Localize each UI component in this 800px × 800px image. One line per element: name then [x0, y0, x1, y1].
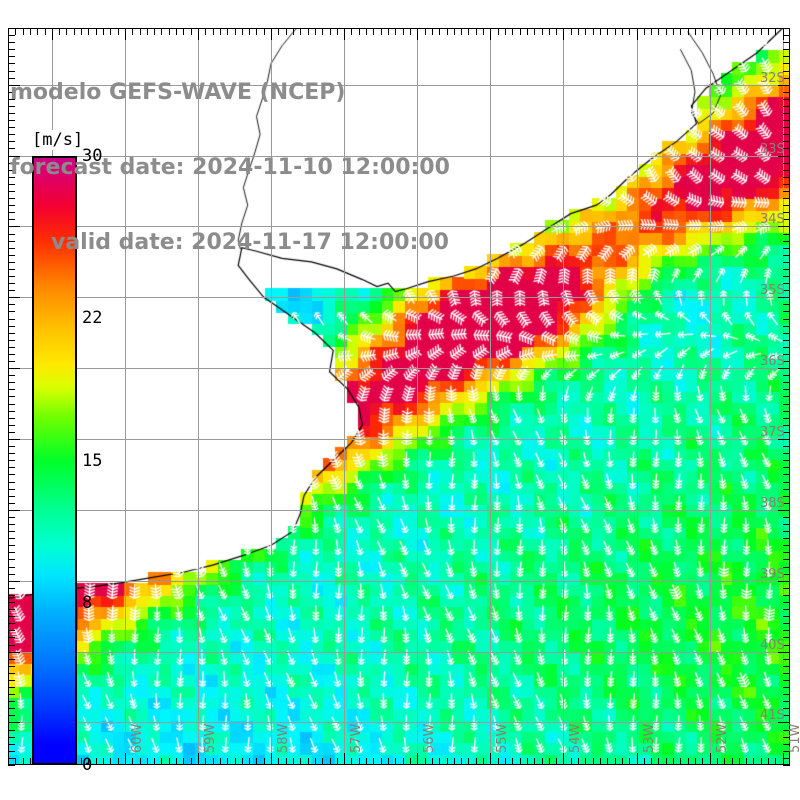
colorbar-tick-label: 30 [82, 146, 103, 166]
gridline-lon [344, 28, 345, 765]
tick-mark [8, 765, 15, 766]
lat-label: 35S [760, 283, 785, 299]
forecast-date: forecast date: 2024-11-10 12:00:00 [10, 155, 450, 180]
gridline-lat [8, 652, 790, 653]
lat-label: 34S [760, 212, 785, 228]
lat-label: 38S [760, 495, 785, 511]
lat-label: 40S [760, 637, 785, 653]
model-title: modelo GEFS-WAVE (NCEP) [10, 80, 346, 105]
lat-label: 39S [760, 566, 785, 582]
lon-label: 55W [495, 723, 511, 753]
map-plot-area [8, 28, 790, 765]
lat-label: 36S [760, 354, 785, 370]
lon-label: 52W [714, 723, 730, 753]
lat-label: 37S [760, 425, 785, 441]
lon-label: 59W [203, 723, 219, 753]
lat-label: 32S [760, 70, 785, 86]
gridline-lat [8, 297, 790, 298]
gridline-lat [8, 156, 790, 157]
gridline-lon [125, 28, 126, 765]
gridline-lon [271, 28, 272, 765]
gridline-lon [563, 28, 564, 765]
gridline-lat [8, 722, 790, 723]
gridline-lat [8, 439, 790, 440]
wind-speed-raster [8, 28, 790, 765]
lon-label: 51W [787, 723, 800, 753]
title-block: modelo GEFS-WAVE (NCEP) forecast date: 2… [10, 30, 490, 305]
lon-label: 60W [129, 723, 145, 753]
gridline-lat [8, 226, 790, 227]
colorbar-unit-label: [m/s] [30, 130, 86, 150]
lat-label: 41S [760, 708, 785, 724]
gridline-lat [8, 368, 790, 369]
lon-label: 54W [568, 723, 584, 753]
valid-date: valid date: 2024-11-17 12:00:00 [51, 230, 449, 255]
colorbar-tick-label: 15 [82, 450, 103, 471]
gridline-lon [198, 28, 199, 765]
gridline-lon [637, 28, 638, 765]
gridline-lon [490, 28, 491, 765]
colorbar-tick-label: 0 [82, 755, 93, 775]
gridline-lat [8, 581, 790, 582]
lon-label: 57W [349, 723, 365, 753]
colorbar-tick-label: 22 [82, 308, 103, 329]
lon-label: 58W [276, 723, 292, 753]
lat-label: 33S [760, 141, 785, 157]
gridline-lon [710, 28, 711, 765]
gridline-lat [8, 85, 790, 86]
gridline-lon [783, 28, 784, 765]
gridline-lat [8, 510, 790, 511]
tick-mark [783, 765, 790, 766]
lon-label: 56W [422, 723, 438, 753]
colorbar-tick-label: 8 [82, 592, 93, 613]
lon-label: 53W [641, 723, 657, 753]
gridline-lon [417, 28, 418, 765]
